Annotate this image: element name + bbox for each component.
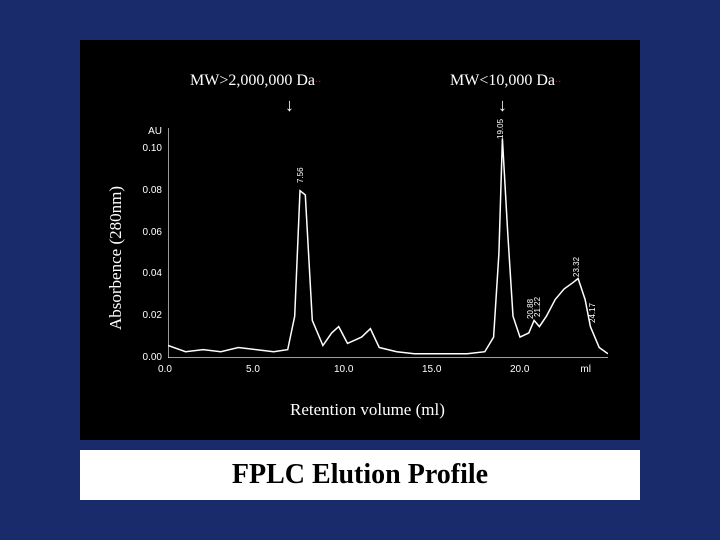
y-tick: 0.00 bbox=[132, 352, 162, 363]
y-tick: 0.04 bbox=[132, 268, 162, 279]
x-tick: 15.0 bbox=[422, 364, 441, 375]
annotation-low-mw: MW<10,000 Da.. bbox=[450, 72, 562, 90]
x-tick: ml bbox=[580, 364, 591, 375]
arrow-low-mw: ↓ bbox=[498, 95, 507, 116]
annotation-low-mw-text: MW<10,000 Da bbox=[450, 72, 555, 89]
peak-label: 7.56 bbox=[296, 168, 305, 184]
y-tick: AU bbox=[132, 126, 162, 137]
x-tick: 5.0 bbox=[246, 364, 260, 375]
y-tick: 0.08 bbox=[132, 185, 162, 196]
x-tick: 10.0 bbox=[334, 364, 353, 375]
x-tick: 0.0 bbox=[158, 364, 172, 375]
peak-label: 21.22 bbox=[533, 297, 542, 317]
caption-box: FPLC Elution Profile bbox=[80, 450, 640, 500]
x-axis-label: Retention volume (ml) bbox=[290, 400, 445, 420]
slide-caption: FPLC Elution Profile bbox=[232, 459, 488, 491]
y-tick: 0.10 bbox=[132, 143, 162, 154]
chart-panel: MW>2,000,000 Da.. ↓ MW<10,000 Da.. ↓ Abs… bbox=[80, 40, 640, 440]
peak-label: 19.05 bbox=[496, 119, 505, 139]
y-tick: 0.02 bbox=[132, 310, 162, 321]
annotation-high-mw-text: MW>2,000,000 Da bbox=[190, 72, 315, 89]
chromatogram-plot bbox=[168, 128, 608, 358]
peak-label: 24.17 bbox=[588, 303, 597, 323]
y-axis-label-container: Absorbence (280nm) bbox=[106, 186, 126, 330]
peak-label: 23.32 bbox=[572, 257, 581, 277]
arrow-high-mw: ↓ bbox=[285, 95, 294, 116]
y-tick: 0.06 bbox=[132, 227, 162, 238]
annotation-high-mw: MW>2,000,000 Da.. bbox=[190, 72, 322, 90]
y-axis-label: Absorbence (280nm) bbox=[106, 186, 125, 330]
x-tick: 20.0 bbox=[510, 364, 529, 375]
